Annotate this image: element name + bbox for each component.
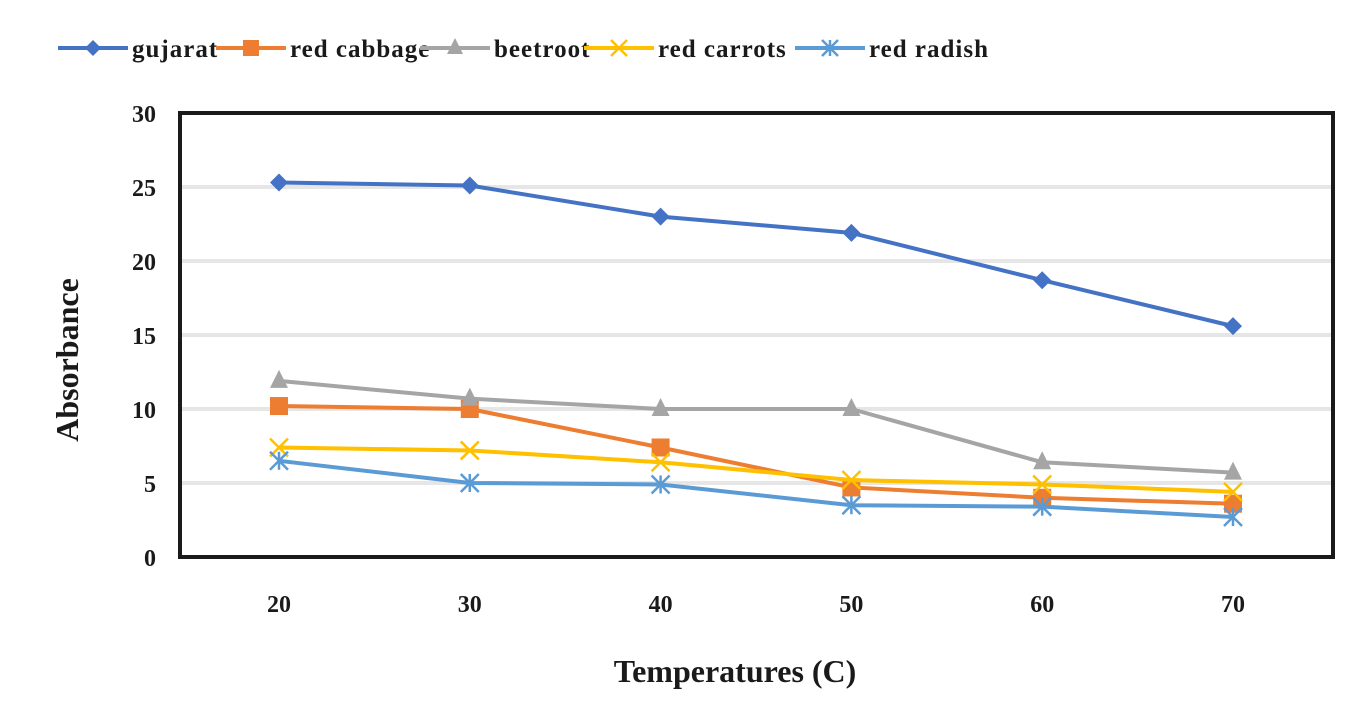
- y-axis-ticks: 0 5 10 15 20 25 30: [132, 102, 156, 572]
- x-tick-label: 20: [267, 592, 291, 618]
- series-line: [278, 404, 1234, 506]
- data-point-marker: [460, 176, 479, 195]
- y-tick-label: 5: [144, 472, 156, 498]
- legend-item: red carrots: [584, 36, 787, 63]
- data-point-marker: [842, 223, 861, 242]
- data-point-marker: [1033, 451, 1052, 470]
- data-point-marker: [1032, 474, 1053, 495]
- y-tick-label: 15: [132, 324, 156, 350]
- y-tick-label: 20: [132, 250, 156, 276]
- gridlines: [180, 185, 1333, 485]
- data-point-marker: [1033, 271, 1052, 290]
- y-axis-title: Absorbance: [49, 278, 85, 442]
- series-line: [278, 180, 1234, 329]
- y-tick-label: 30: [132, 102, 156, 128]
- data-point-marker: [270, 173, 288, 192]
- data-point-marker: [651, 438, 670, 457]
- data-point-marker: [270, 369, 288, 388]
- data-point-marker: [459, 440, 480, 461]
- x-axis-ticks: 20 30 40 50 60 70: [267, 592, 1245, 618]
- legend-item: red cabbage: [216, 36, 430, 63]
- x-axis-title: Temperatures (C): [614, 653, 857, 689]
- data-point-marker: [1223, 481, 1243, 502]
- series-gujarat: [270, 173, 1242, 336]
- x-tick-label: 50: [839, 592, 863, 618]
- x-tick-label: 30: [458, 592, 482, 618]
- series-group: [269, 173, 1243, 527]
- data-point-marker: [1032, 496, 1053, 517]
- data-point-marker: [270, 397, 288, 416]
- y-tick-label: 10: [132, 398, 156, 424]
- data-point-marker: [1224, 461, 1242, 480]
- legend-label: red cabbage: [290, 36, 430, 63]
- data-point-marker: [459, 473, 480, 493]
- plot-area-frame: [178, 111, 1335, 559]
- x-tick-label: 70: [1221, 592, 1245, 618]
- data-point-marker: [842, 398, 861, 416]
- legend-label: red radish: [869, 36, 989, 63]
- x-tick-label: 40: [649, 592, 673, 618]
- legend-marker-icon: [610, 39, 628, 57]
- series-red-cabbage: [270, 397, 1242, 513]
- legend-marker-icon: [243, 40, 259, 56]
- x-tick-label: 60: [1030, 592, 1054, 618]
- data-point-marker: [651, 398, 670, 416]
- series-red-radish: [269, 450, 1243, 527]
- series-line: [278, 445, 1234, 494]
- data-point-marker: [1224, 494, 1242, 513]
- legend-item: gujarat: [58, 36, 218, 63]
- series-line: [278, 378, 1234, 475]
- data-point-marker: [1224, 317, 1242, 336]
- series-red-carrots: [269, 437, 1243, 502]
- legend-item: red radish: [795, 36, 989, 63]
- legend-label: red carrots: [658, 36, 787, 63]
- y-tick-label: 0: [144, 546, 156, 572]
- data-point-marker: [841, 495, 862, 516]
- data-point-marker: [460, 387, 479, 406]
- y-tick-label: 25: [132, 176, 156, 202]
- data-point-marker: [1223, 507, 1243, 527]
- data-point-marker: [269, 450, 289, 471]
- data-point-marker: [650, 474, 671, 495]
- legend-marker-icon: [85, 40, 101, 56]
- legend-marker-icon: [447, 38, 463, 54]
- legend-marker-icon: [821, 39, 839, 57]
- series-beetroot: [270, 369, 1242, 480]
- series-line: [278, 458, 1234, 520]
- data-point-marker: [650, 452, 671, 473]
- legend-label: gujarat: [132, 36, 218, 63]
- legend: gujarat red cabbage beetroot red carrots red…: [58, 36, 989, 63]
- legend-item: beetroot: [420, 36, 590, 63]
- data-point-marker: [841, 470, 862, 490]
- data-point-marker: [651, 207, 670, 226]
- legend-label: beetroot: [494, 36, 590, 63]
